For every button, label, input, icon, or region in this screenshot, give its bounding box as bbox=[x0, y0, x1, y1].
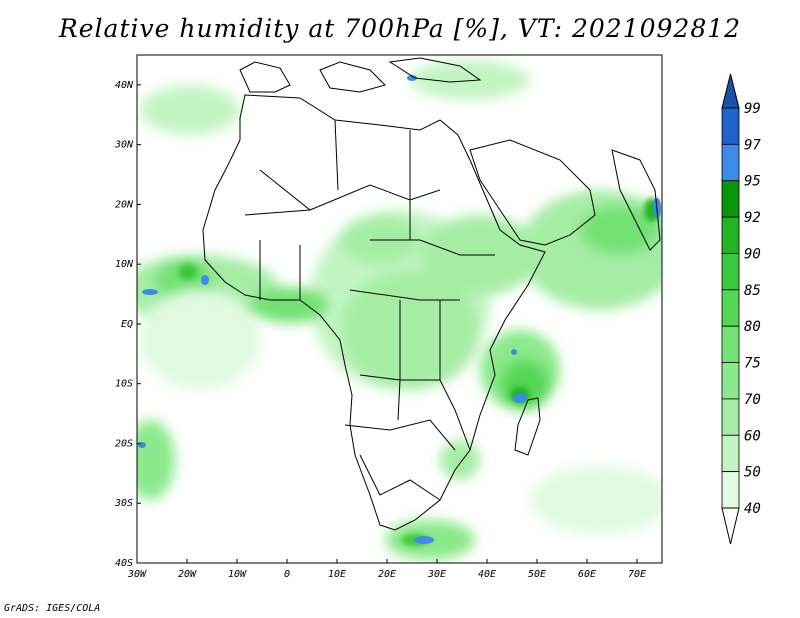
colorbar-bottom-arrow bbox=[721, 507, 740, 545]
colorbar-label: 80 bbox=[744, 319, 761, 335]
lon-tick-label: 0 bbox=[284, 569, 290, 580]
colorbar-segment bbox=[721, 107, 740, 145]
colorbar-top-arrow bbox=[721, 73, 740, 109]
colorbar-label: 70 bbox=[744, 392, 761, 408]
lon-tick-label: 60E bbox=[578, 569, 596, 580]
lat-tick-label: 20N bbox=[115, 199, 134, 210]
lon-tick-label: 50E bbox=[528, 569, 546, 580]
colorbar-label: 75 bbox=[744, 356, 761, 372]
longitude-axis: 30W 20W 10W 0 10E 20E 30E 40E 50E 60E 70E bbox=[127, 559, 646, 580]
lon-tick-label: 20E bbox=[378, 569, 396, 580]
colorbar-label: 85 bbox=[744, 283, 761, 299]
colorbar-label: 90 bbox=[744, 246, 761, 262]
lat-tick-label: 20S bbox=[115, 438, 133, 449]
credit-text: GrADS: IGES/COLA bbox=[4, 603, 101, 614]
colorbar-segment bbox=[721, 216, 740, 254]
lat-tick-label: EQ bbox=[121, 319, 133, 330]
colorbar-segment bbox=[721, 253, 740, 291]
lon-tick-label: 10W bbox=[228, 569, 247, 580]
lon-tick-label: 30W bbox=[127, 569, 147, 580]
colorbar-segment bbox=[721, 289, 740, 327]
lat-tick-label: 40S bbox=[115, 558, 133, 569]
lat-tick-label: 40N bbox=[115, 80, 134, 91]
plot-border bbox=[136, 54, 663, 564]
colorbar-segment bbox=[721, 143, 740, 182]
colorbar-label: 60 bbox=[744, 428, 761, 444]
humidity-map: 40N 30N 20N 10N EQ 10S 20S 30S 40S 30W 20W 10W 0 10E… bbox=[114, 54, 761, 580]
colorbar-segment bbox=[721, 398, 740, 436]
lat-tick-label: 30N bbox=[114, 140, 134, 151]
latitude-axis: 40N 30N 20N 10N EQ 10S 20S 30S 40S bbox=[114, 80, 141, 569]
map-title: Relative humidity at 700hPa [%], VT: 202… bbox=[58, 14, 742, 43]
colorbar-label: 50 bbox=[744, 465, 761, 481]
colorbar-segment bbox=[721, 180, 740, 218]
colorbar-label: 40 bbox=[744, 501, 761, 517]
lon-tick-label: 40E bbox=[478, 569, 496, 580]
colorbar: 99 97 95 92 90 85 80 75 70 60 50 40 bbox=[721, 73, 761, 545]
colorbar-label: 95 bbox=[744, 174, 761, 190]
lat-tick-label: 10N bbox=[115, 259, 134, 270]
colorbar-segment bbox=[721, 434, 740, 473]
colorbar-segment bbox=[721, 471, 740, 509]
colorbar-segment bbox=[721, 325, 740, 363]
lon-tick-label: 10E bbox=[328, 569, 346, 580]
lon-tick-label: 70E bbox=[628, 569, 646, 580]
lat-tick-label: 30S bbox=[114, 498, 133, 509]
colorbar-label: 99 bbox=[744, 101, 761, 117]
colorbar-label: 92 bbox=[744, 210, 761, 226]
colorbar-segment bbox=[721, 362, 740, 400]
coastlines bbox=[202, 57, 661, 531]
lat-tick-label: 10S bbox=[115, 379, 133, 390]
lon-tick-label: 30E bbox=[427, 569, 446, 580]
lon-tick-label: 20W bbox=[178, 569, 197, 580]
colorbar-label: 97 bbox=[744, 137, 761, 153]
humidity-field bbox=[137, 60, 662, 560]
